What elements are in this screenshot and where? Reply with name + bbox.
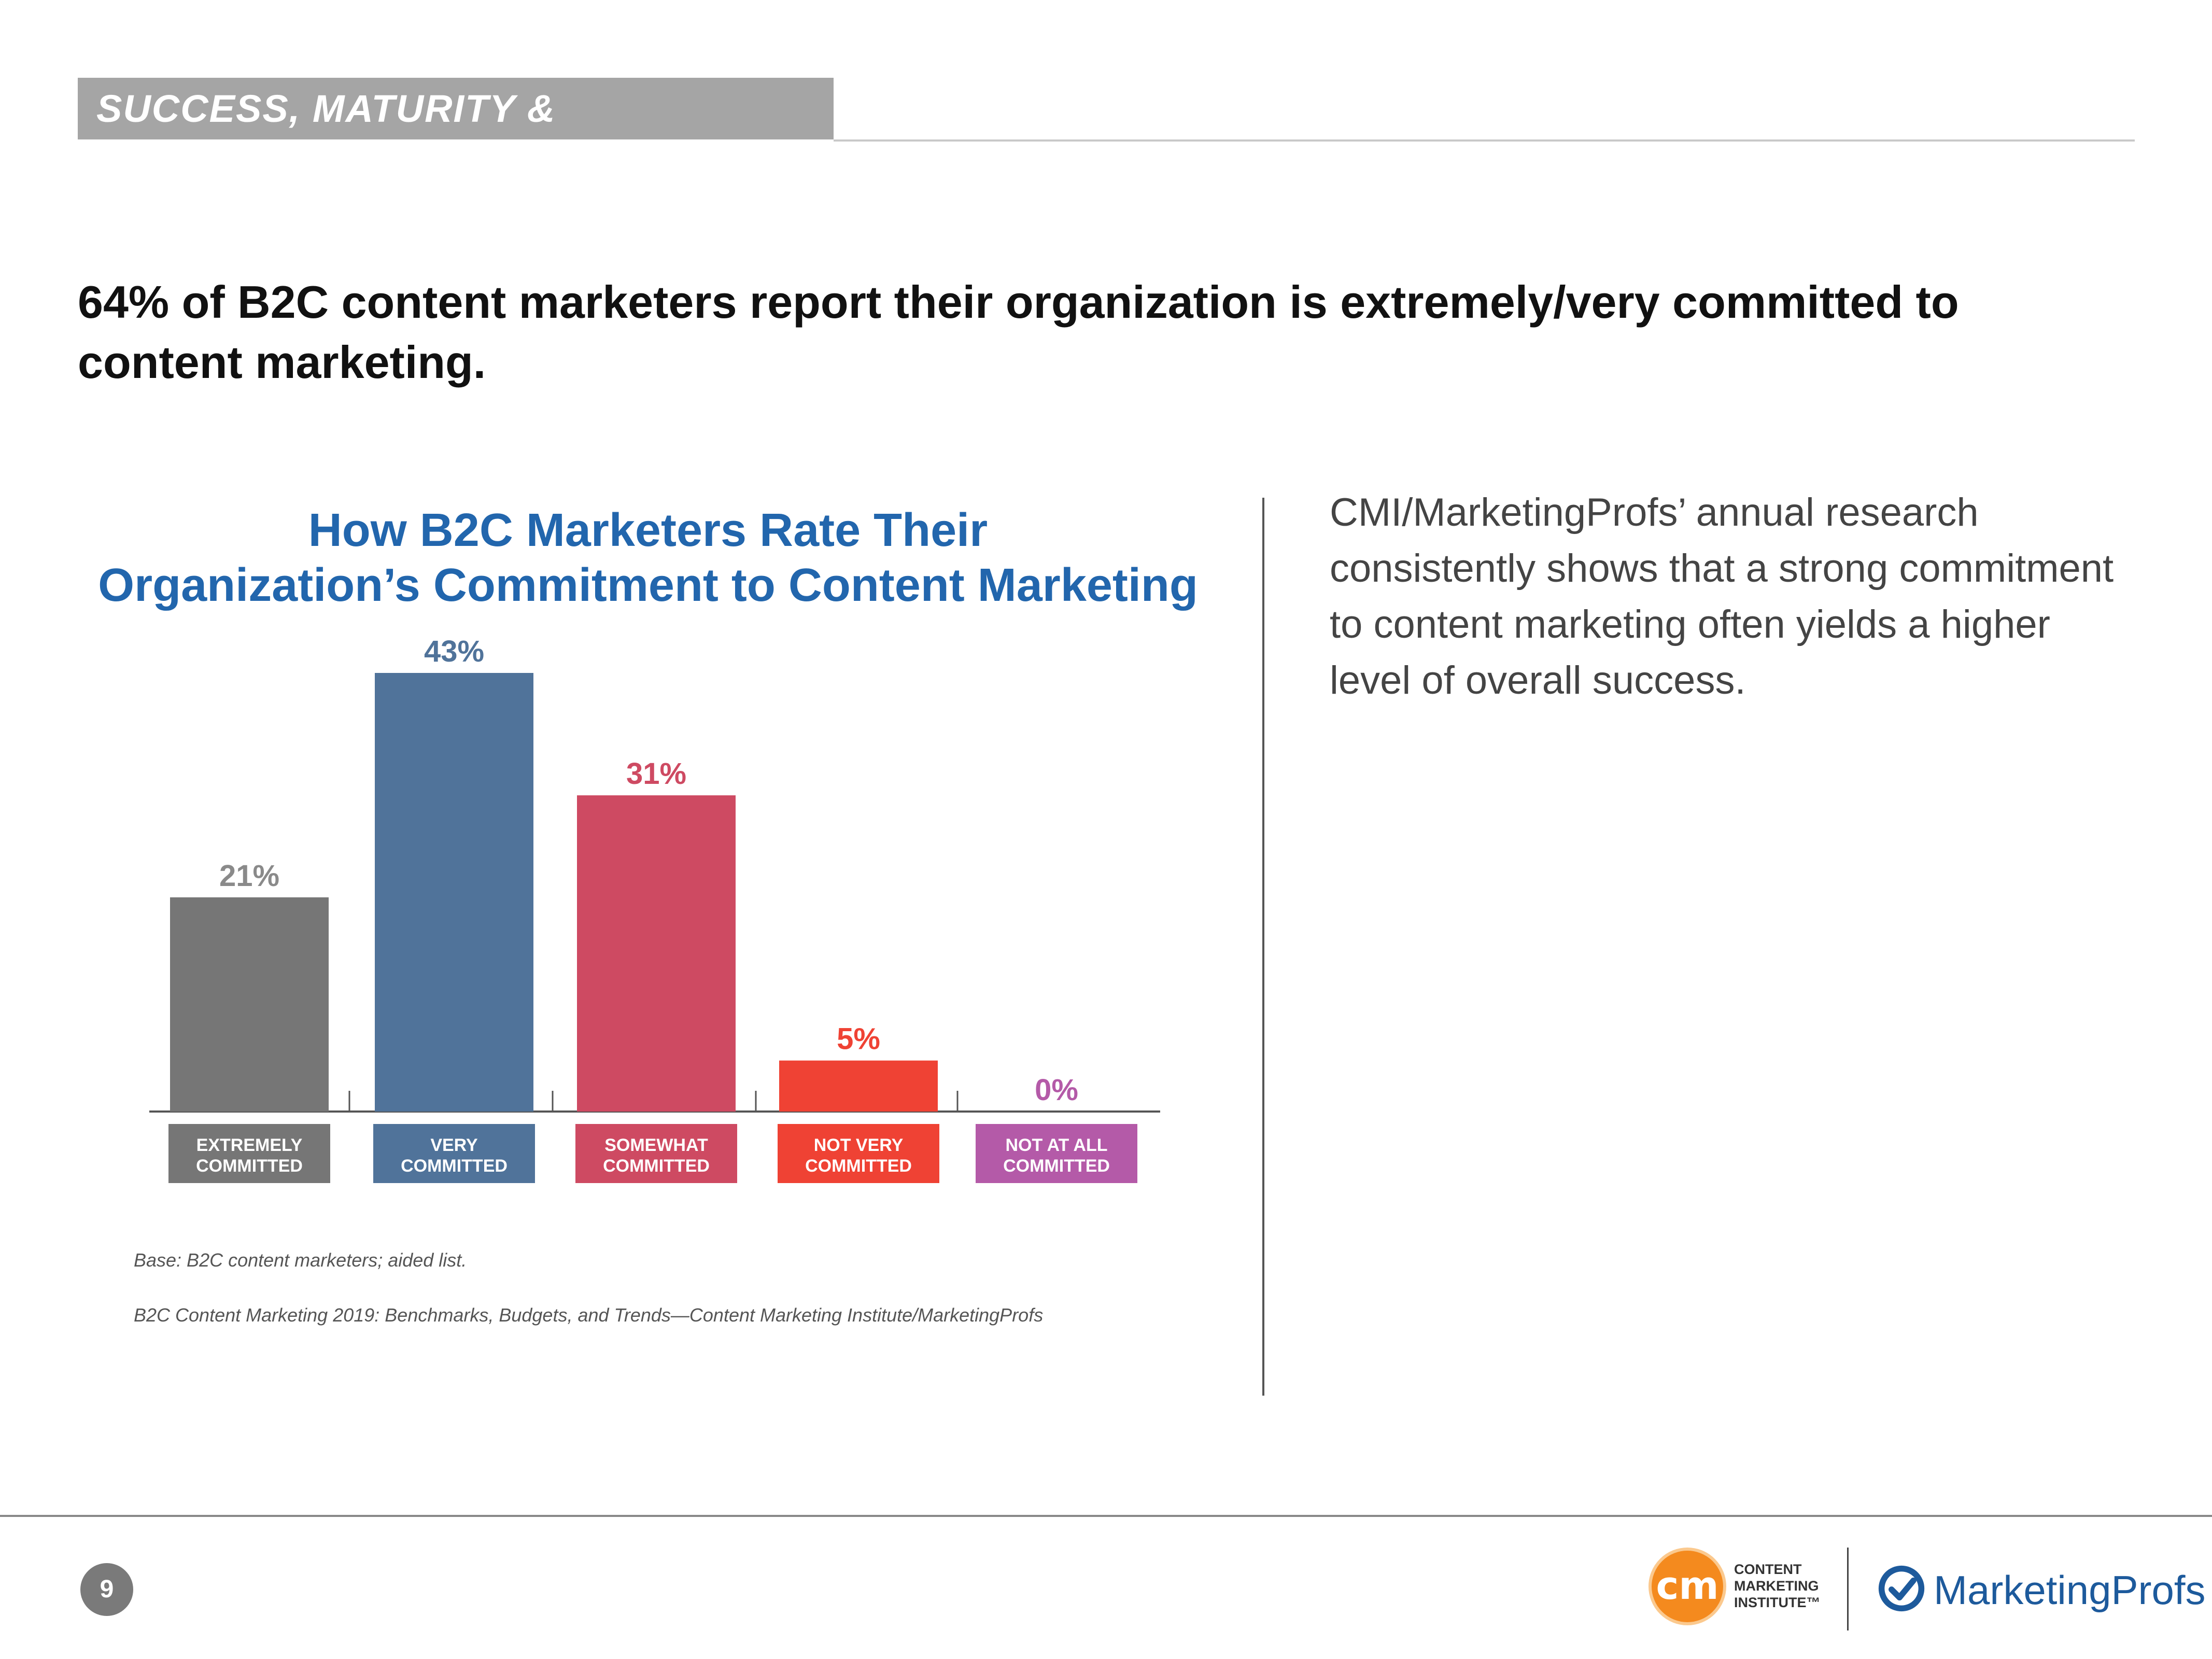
category-label: SOMEWHAT xyxy=(604,1135,708,1155)
category-box xyxy=(168,1124,330,1183)
cmi-logo-line: INSTITUTE™ xyxy=(1734,1595,1821,1610)
cmi-logo-mark: cm xyxy=(1649,1548,1726,1625)
data-label: 31% xyxy=(626,757,686,791)
cmi-logo-line: MARKETING xyxy=(1734,1578,1819,1594)
bar xyxy=(170,897,329,1112)
category-label: COMMITTED xyxy=(805,1156,912,1176)
marketingprofs-wordmark: MarketingProfs xyxy=(1934,1567,2206,1613)
chart-title: How B2C Marketers Rate Their Organizatio… xyxy=(78,503,1218,613)
category-box xyxy=(575,1124,737,1183)
category-label: COMMITTED xyxy=(603,1156,710,1176)
category-label: VERY xyxy=(430,1135,478,1155)
bar xyxy=(577,795,736,1112)
category-box xyxy=(778,1124,939,1183)
chart-title-line-2: Organization’s Commitment to Content Mar… xyxy=(98,559,1198,611)
marketingprofs-logo: MarketingProfs xyxy=(1877,1562,2206,1619)
data-label: 0% xyxy=(1035,1073,1078,1107)
marketingprofs-icon xyxy=(1878,1565,1925,1612)
category-label: NOT VERY xyxy=(814,1135,904,1155)
chart-title-line-1: How B2C Marketers Rate Their xyxy=(308,504,988,556)
column-divider xyxy=(1262,498,1264,1396)
data-label: 21% xyxy=(219,859,279,893)
side-paragraph: CMI/MarketingProfs’ annual research cons… xyxy=(1330,490,2114,702)
category-box xyxy=(373,1124,535,1183)
category-label: COMMITTED xyxy=(196,1156,303,1176)
cmi-logo-text: CONTENT MARKETING INSTITUTE™ xyxy=(1734,1561,1827,1611)
header-rule xyxy=(834,139,2135,142)
data-label: 5% xyxy=(837,1022,880,1056)
category-label: EXTREMELY xyxy=(196,1135,303,1155)
bar xyxy=(779,1060,938,1112)
footer-rule xyxy=(0,1515,2212,1517)
category-label: COMMITTED xyxy=(401,1156,508,1176)
section-title: SUCCESS, MATURITY & COMMITMENT xyxy=(78,78,834,192)
category-label: NOT AT ALL xyxy=(1005,1135,1107,1155)
category-label: COMMITTED xyxy=(1003,1156,1110,1176)
category-box xyxy=(976,1124,1137,1183)
source-note: B2C Content Marketing 2019: Benchmarks, … xyxy=(134,1304,1044,1326)
logo-divider xyxy=(1847,1548,1849,1630)
bar-chart: 21%EXTREMELYCOMMITTED43%VERYCOMMITTED31%… xyxy=(149,635,1160,1183)
bar xyxy=(375,673,533,1112)
cmi-logo: cm CONTENT MARKETING INSTITUTE™ xyxy=(1649,1548,1821,1630)
page-number: 9 xyxy=(80,1563,133,1616)
cmi-logo-line: CONTENT xyxy=(1734,1562,1802,1577)
data-label: 43% xyxy=(424,635,484,668)
base-note: Base: B2C content marketers; aided list. xyxy=(134,1249,467,1271)
headline: 64% of B2C content marketers report thei… xyxy=(78,276,1959,388)
